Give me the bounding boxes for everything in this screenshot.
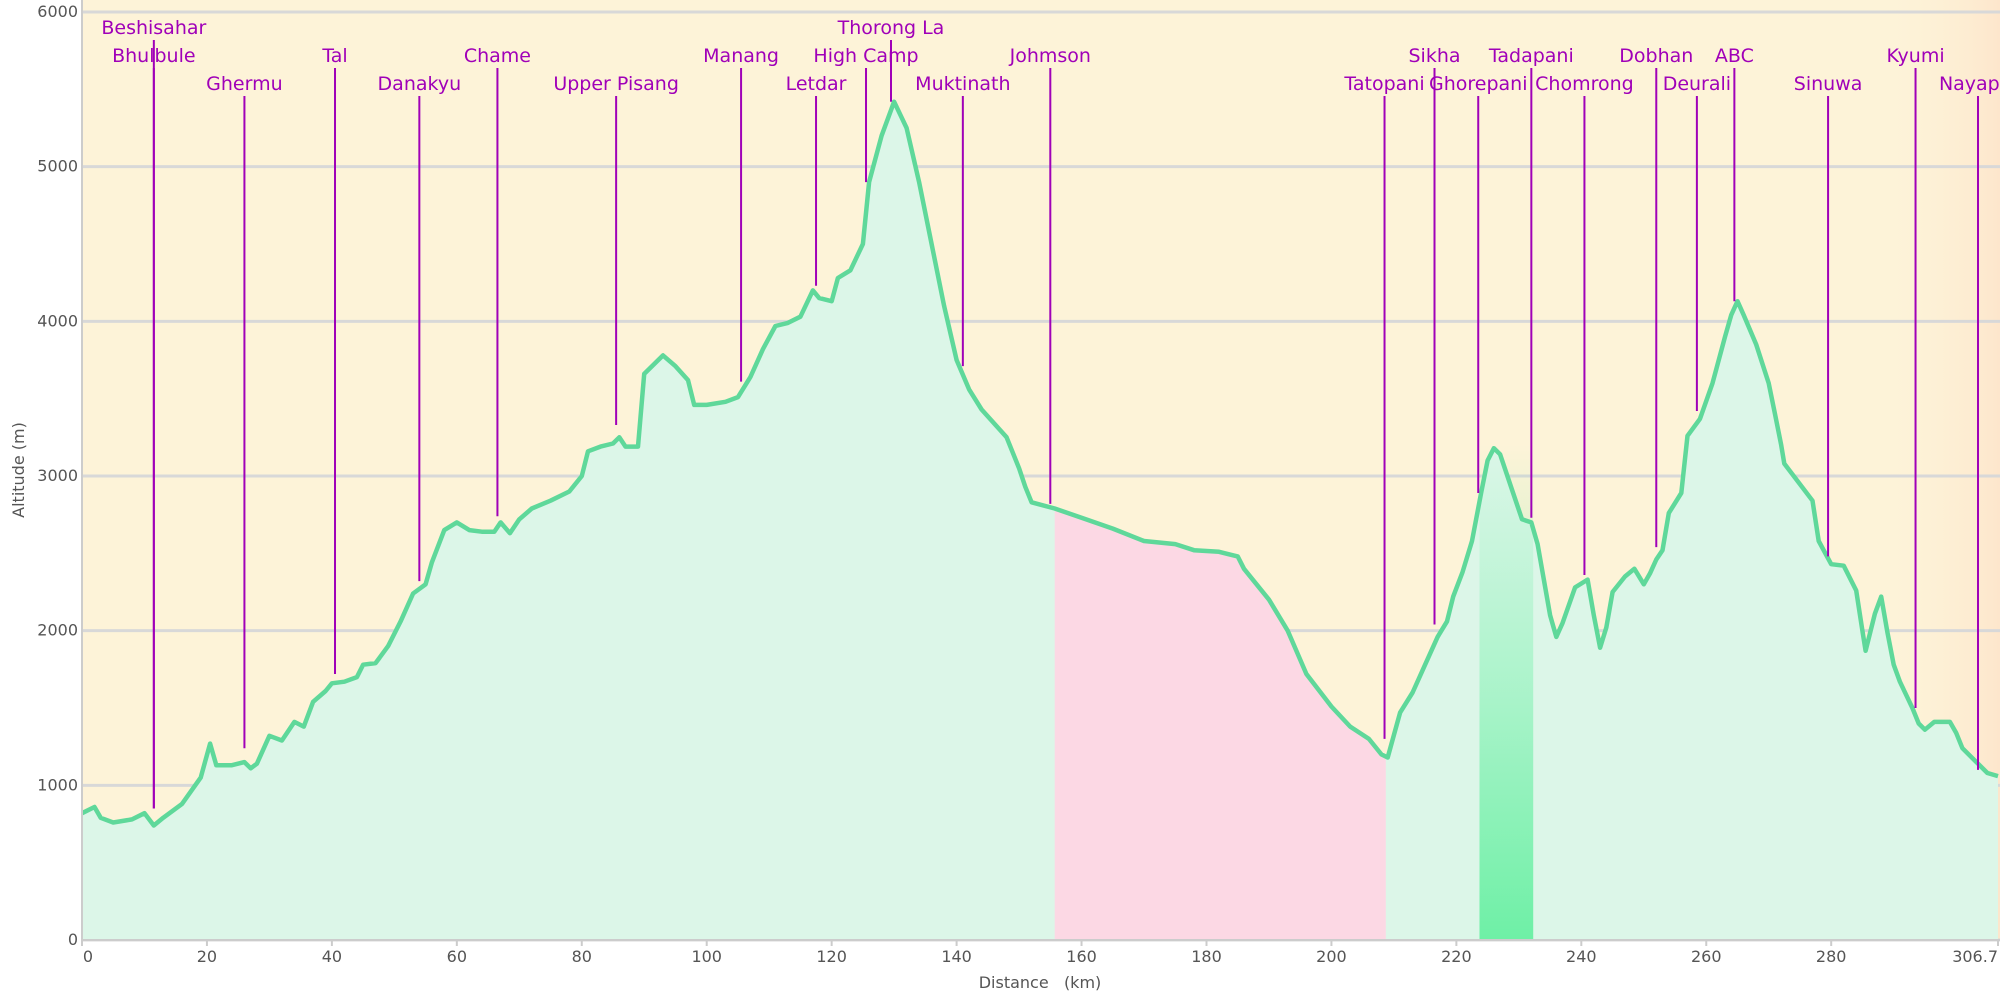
- annotation-label-ghermu: Ghermu: [206, 73, 282, 95]
- x-tick-label-240: 240: [1566, 947, 1597, 966]
- y-tick-label-4000: 4000: [37, 311, 78, 330]
- annotation-label-chame: Chame: [464, 45, 531, 67]
- x-axis-title: Distance (km): [979, 973, 1102, 992]
- x-tick-label-100: 100: [691, 947, 722, 966]
- highlight-region: [1054, 508, 1386, 940]
- annotation-label-high-camp: High Camp: [813, 45, 918, 67]
- y-tick-label-6000: 6000: [37, 2, 78, 21]
- x-tick-label-200: 200: [1316, 947, 1347, 966]
- highlight-band: [1479, 445, 1534, 940]
- annotation-label-tal: Tal: [321, 45, 347, 67]
- annotation-label-sikha: Sikha: [1408, 45, 1460, 67]
- area-fills: [82, 101, 1998, 940]
- y-tick-label-0: 0: [68, 930, 78, 949]
- x-tick-label-60: 60: [447, 947, 467, 966]
- annotation-label-letdar: Letdar: [786, 73, 847, 95]
- x-tick-label-280: 280: [1816, 947, 1847, 966]
- x-tick-label-20: 20: [197, 947, 217, 966]
- profile-line: [81, 99, 1999, 828]
- annotation-label-johmson: Johmson: [1009, 45, 1091, 67]
- y-tick-label-5000: 5000: [37, 157, 78, 176]
- annotation-label-muktinath: Muktinath: [915, 73, 1010, 95]
- annotation-label-nayapul: Nayapul: [1939, 73, 2000, 95]
- axes: 0 1000 2000 3000 4000 5000 6000 0 20 40 60 80 100 120…: [37, 0, 2000, 966]
- annotation-label-beshisahar: Beshisahar: [101, 17, 206, 39]
- annotation-label-tadapani: Tadapani: [1488, 45, 1574, 67]
- annotation-label-danakyu: Danakyu: [378, 73, 462, 95]
- y-tick-label-1000: 1000: [37, 775, 78, 794]
- annotation-label-bhulbule: Bhulbule: [112, 45, 195, 67]
- profile-line-layer: [81, 99, 1999, 828]
- x-tick-label-40: 40: [322, 947, 342, 966]
- x-tick-label-260: 260: [1691, 947, 1722, 966]
- annotation-label-thorong-la: Thorong La: [837, 17, 945, 39]
- x-tick-label-180: 180: [1191, 947, 1222, 966]
- annotation-label-deurali: Deurali: [1663, 73, 1731, 95]
- annotation-label-chomrong: Chomrong: [1535, 73, 1634, 95]
- annotation-label-kyumi: Kyumi: [1886, 45, 1944, 67]
- annotation-label-ghorepani: Ghorepani: [1429, 73, 1528, 95]
- annotation-label-manang: Manang: [703, 45, 779, 67]
- x-tick-label-140: 140: [941, 947, 972, 966]
- x-tick-label-0: 0: [83, 947, 93, 966]
- annotation-label-abc: ABC: [1715, 45, 1754, 67]
- annotation-label-sinuwa: Sinuwa: [1794, 73, 1863, 95]
- y-axis-title: Altitude (m): [9, 422, 28, 518]
- annotation-label-dobhan: Dobhan: [1619, 45, 1693, 67]
- x-tick-label-80: 80: [572, 947, 592, 966]
- annotation-label-tatopani: Tatopani: [1343, 73, 1424, 95]
- x-tick-label-220: 220: [1441, 947, 1472, 966]
- x-tick-label-306.7: 306.7: [1952, 947, 1998, 966]
- annotation-label-upper-pisang: Upper Pisang: [553, 73, 679, 95]
- x-tick-label-120: 120: [816, 947, 847, 966]
- y-tick-label-2000: 2000: [37, 621, 78, 640]
- y-tick-label-3000: 3000: [37, 466, 78, 485]
- x-tick-label-160: 160: [1066, 947, 1097, 966]
